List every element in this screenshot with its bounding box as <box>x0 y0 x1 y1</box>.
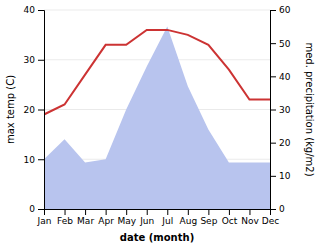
tick-label: Sep <box>200 216 217 226</box>
y-axis-title: max temp (C) <box>5 75 16 144</box>
plot: JanFebMarAprMayJunJulAugSepOctNovDec0102… <box>5 5 315 243</box>
tick-label: 50 <box>279 39 291 49</box>
tick-mark <box>147 209 148 215</box>
axis-line <box>38 11 45 210</box>
tick-label: Nov <box>241 216 259 226</box>
tick: Nov <box>241 209 259 226</box>
x-axis-title: date (month) <box>120 232 194 243</box>
tick-label: 20 <box>24 105 36 115</box>
tick-label: Feb <box>57 216 73 226</box>
tick-label: Apr <box>98 216 114 226</box>
tick: 0 <box>29 204 44 214</box>
tick-mark <box>270 76 276 77</box>
tick-label: 0 <box>279 204 285 214</box>
chart: JanFebMarAprMayJunJulAugSepOctNovDec0102… <box>0 0 318 247</box>
tick-mark <box>188 209 189 215</box>
tick: 50 <box>270 39 291 49</box>
grid <box>44 10 270 209</box>
tick: Mar <box>77 209 94 226</box>
tick: Feb <box>57 209 73 226</box>
tick-label: 30 <box>279 105 291 115</box>
tick-mark <box>38 110 44 111</box>
tick: Dec <box>262 209 279 226</box>
tick-label: 20 <box>279 138 291 148</box>
tick: 0 <box>270 204 285 214</box>
tick-label: May <box>117 216 136 226</box>
tick: 30 <box>24 55 44 65</box>
tick-mark <box>38 10 44 11</box>
tick-mark <box>208 209 209 215</box>
tick-mark <box>229 209 230 215</box>
tick: 10 <box>24 155 44 165</box>
tick: 60 <box>270 5 291 15</box>
tick-mark <box>106 209 107 215</box>
tick-mark <box>249 209 250 215</box>
tick: 40 <box>24 5 44 15</box>
tick-mark <box>270 43 276 44</box>
axis-line <box>45 210 271 216</box>
tick-mark <box>270 143 276 144</box>
marks <box>44 27 270 209</box>
tick-label: 0 <box>29 204 35 214</box>
tick: May <box>117 209 136 226</box>
area <box>44 27 270 209</box>
tick: Sep <box>200 209 217 226</box>
tick: Apr <box>98 209 114 226</box>
grid-line <box>44 10 270 11</box>
tick: Jan <box>37 209 52 226</box>
y2-axis: 0 10 20 30 40 50 60 <box>270 5 291 214</box>
tick-mark <box>38 209 44 210</box>
tick-label: Oct <box>222 216 238 226</box>
tick: 30 <box>270 105 291 115</box>
tick: Jul <box>161 209 173 226</box>
tick-label: Jun <box>139 216 154 226</box>
tick: Aug <box>180 209 198 226</box>
x-axis: Jan Feb Mar AprMayJun Jul AugSep OctNovDec <box>37 209 280 226</box>
tick: 20 <box>24 105 44 115</box>
tick-mark <box>85 209 86 215</box>
tick-mark <box>270 110 276 111</box>
tick: 40 <box>270 72 291 82</box>
y-axis: 0 10 20 30 40 <box>24 5 45 214</box>
line <box>44 30 270 115</box>
tick: 20 <box>270 138 291 148</box>
tick-mark <box>167 209 168 215</box>
tick-label: 40 <box>279 72 291 82</box>
tick-mark <box>126 209 127 215</box>
axis-line <box>271 11 277 210</box>
tick-label: 10 <box>279 171 291 181</box>
tick-mark <box>38 60 44 61</box>
tick: 10 <box>270 171 291 181</box>
tick-mark <box>270 209 276 210</box>
tick: Jun <box>139 209 154 226</box>
tick-mark <box>270 176 276 177</box>
tick-label: Dec <box>262 216 279 226</box>
tick-mark <box>38 159 44 160</box>
tick-label: Jul <box>161 216 173 226</box>
tick-mark <box>65 209 66 215</box>
y2-axis-title: med. precipitation (kg/m2) <box>304 42 315 176</box>
tick-label: Aug <box>180 216 198 226</box>
tick-label: 40 <box>24 5 36 15</box>
tick-label: 60 <box>279 5 291 15</box>
tick-label: 10 <box>24 155 36 165</box>
tick-label: 30 <box>24 55 36 65</box>
tick-label: Jan <box>37 216 52 226</box>
tick-label: Mar <box>77 216 94 226</box>
tick: Oct <box>222 209 238 226</box>
tick-mark <box>270 10 276 11</box>
